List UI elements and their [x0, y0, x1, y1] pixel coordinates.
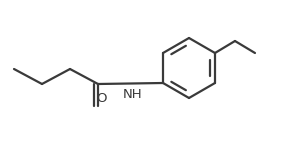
Text: NH: NH: [123, 87, 142, 101]
Text: O: O: [97, 92, 107, 105]
